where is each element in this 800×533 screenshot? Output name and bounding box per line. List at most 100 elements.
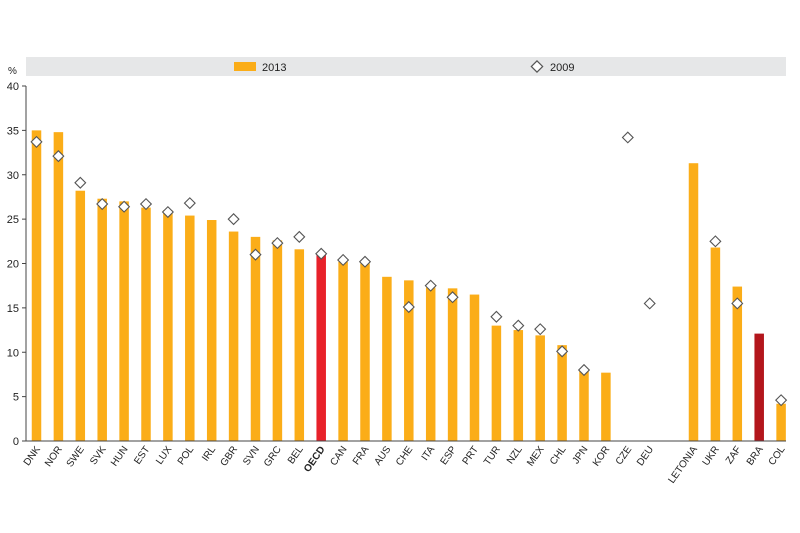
x-tick-label-grc: GRC <box>262 444 284 469</box>
y-tick-label: 5 <box>13 392 19 404</box>
x-tick-label-letonia: LETONIA <box>667 444 701 485</box>
y-tick-label: 35 <box>7 125 19 137</box>
bar-bra <box>754 333 764 441</box>
bars-2013 <box>31 130 786 441</box>
marker-2009-dnk <box>30 135 43 148</box>
bar-tur <box>491 325 502 441</box>
x-tick-label-pol: POL <box>176 444 197 467</box>
marker-2009-che <box>402 300 415 314</box>
x-tick-label-est: EST <box>132 444 152 466</box>
marker-2009-ita <box>424 279 437 292</box>
marker-2009-esp <box>446 291 459 304</box>
legend-marker-2009 <box>530 59 544 74</box>
bar-aus <box>382 276 392 441</box>
x-tick-label-bel: BEL <box>286 444 306 466</box>
bar-svk <box>97 198 107 441</box>
marker-2009-can <box>337 253 350 267</box>
y-tick-label: 40 <box>7 81 19 93</box>
x-tick-label-zaf: ZAF <box>724 444 744 466</box>
bar-chl <box>557 345 567 441</box>
marker-2009-ukr <box>709 235 722 248</box>
x-tick-label-dnk: DNK <box>22 444 43 468</box>
x-tick-label-lux: LUX <box>154 444 174 467</box>
bar-esp <box>447 288 458 441</box>
bar-irl <box>206 220 217 441</box>
legend-swatch-2013 <box>234 62 256 71</box>
marker-2009-col <box>775 394 788 407</box>
marker-2009-bel <box>293 230 306 243</box>
bar-nzl <box>513 330 524 441</box>
bar-lux <box>163 210 173 441</box>
marker-2009-zaf <box>731 297 744 310</box>
x-tick-label-kor: KOR <box>591 444 612 468</box>
y-axis-unit-label: % <box>8 66 17 77</box>
marker-2009-jpn <box>577 363 591 377</box>
marker-2009-tur <box>490 310 503 323</box>
x-tick-label-cze: CZE <box>614 444 635 467</box>
x-tick-label-tur: TUR <box>482 444 503 467</box>
marker-2009-svn <box>249 248 262 261</box>
marker-2009-oecd <box>315 247 328 260</box>
marker-2009-hun <box>118 200 131 213</box>
x-tick-label-chl: CHL <box>548 444 569 467</box>
x-axis-ticks: DNK NOR SWE SVK HUN EST LUX POL IRL GBR SVN GRC BELO… <box>22 444 788 486</box>
marker-2009-cze <box>621 131 634 144</box>
x-tick-label-hun: HUN <box>109 444 130 468</box>
x-tick-label-bra: BRA <box>745 444 766 467</box>
marker-2009-pol <box>183 197 196 210</box>
markers-2009 <box>30 131 788 407</box>
x-tick-label-nzl: NZL <box>505 444 525 466</box>
bar-prt <box>469 294 480 441</box>
bar-mex <box>535 335 545 441</box>
x-tick-label-nor: NOR <box>43 444 65 469</box>
bar-swe <box>75 190 86 441</box>
x-tick-label-fra: FRA <box>351 444 372 467</box>
x-tick-label-jpn: JPN <box>571 444 591 466</box>
bar-ukr <box>710 247 721 441</box>
marker-2009-svk <box>96 197 109 211</box>
x-tick-label-ukr: UKR <box>701 444 722 468</box>
x-tick-label-col: COL <box>767 444 788 468</box>
y-axis-ticks: 0 5 10 15 20 25 30 35 40 <box>7 81 26 448</box>
x-tick-label-prt: PRT <box>461 444 481 467</box>
bar-pol <box>185 215 195 441</box>
marker-2009-fra <box>358 255 372 268</box>
marker-2009-swe <box>74 176 87 189</box>
x-tick-label-oecd: OECD <box>302 444 328 474</box>
y-tick-label: 10 <box>7 347 19 359</box>
marker-2009-est <box>139 197 153 211</box>
y-tick-label: 20 <box>7 259 19 271</box>
bar-fra <box>360 263 370 441</box>
x-tick-label-swe: SWE <box>65 444 87 469</box>
x-tick-label-mex: MEX <box>525 444 547 468</box>
bar-jpn <box>579 369 589 441</box>
x-tick-label-svn: SVN <box>241 444 262 467</box>
bar-letonia <box>688 163 699 441</box>
legend: 2013 2009 <box>234 59 574 74</box>
x-tick-label-ita: ITA <box>420 444 438 463</box>
y-tick-label: 0 <box>13 436 19 448</box>
marker-2009-nzl <box>512 319 525 332</box>
y-tick-label: 30 <box>7 170 19 182</box>
bar-gbr <box>228 231 239 441</box>
x-tick-label-aus: AUS <box>373 444 394 467</box>
y-tick-label: 25 <box>7 214 19 226</box>
bar-bel <box>294 249 305 441</box>
marker-2009-gbr <box>227 213 240 226</box>
marker-2009-deu <box>643 297 656 310</box>
marker-2009-grc <box>271 237 284 250</box>
bar-est <box>141 207 151 441</box>
bar-hun <box>119 201 129 441</box>
marker-2009-mex <box>534 323 547 336</box>
bar-nor <box>53 132 64 441</box>
x-tick-label-che: CHE <box>394 444 415 468</box>
bar-ita <box>425 287 436 441</box>
bar-che <box>404 280 414 441</box>
x-tick-label-esp: ESP <box>439 444 460 467</box>
legend-band <box>26 57 786 76</box>
bar-dnk <box>31 130 42 441</box>
x-tick-label-svk: SVK <box>88 444 109 467</box>
x-tick-label-gbr: GBR <box>219 444 240 468</box>
bar-col <box>776 403 786 441</box>
bar-zaf <box>732 286 743 441</box>
